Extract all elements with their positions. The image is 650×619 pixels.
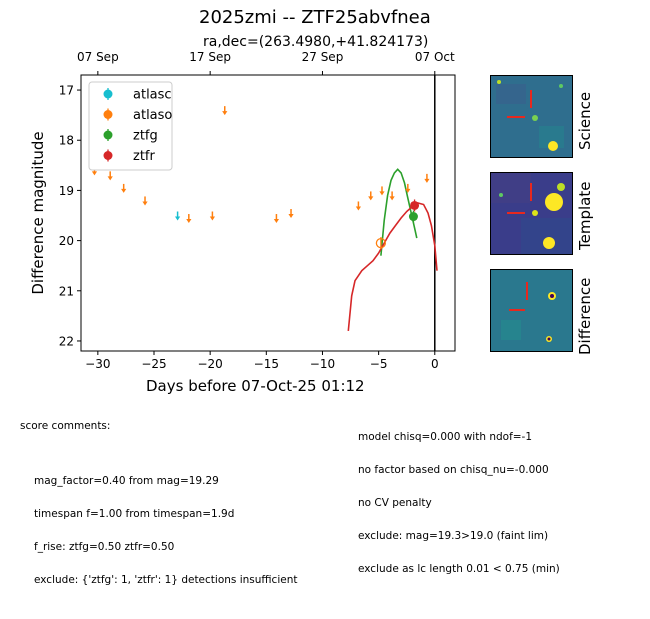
upper-limit-marker — [288, 209, 294, 218]
top-tick-label: 07 Oct — [415, 50, 455, 64]
score-comment-line: f_rise: ztfg=0.50 ztfr=0.50 — [34, 541, 175, 553]
science-stamp-image — [491, 76, 572, 157]
model-curve-ztfr — [347, 202, 438, 331]
difference-stamp-image — [491, 270, 572, 351]
x-tick-label: 0 — [431, 357, 439, 371]
upper-limit-marker — [379, 186, 385, 196]
template-stamp-label: Template — [576, 181, 594, 250]
template-stamp-image — [491, 173, 572, 254]
score-comments: score comments: mag_factor=0.40 from mag… — [20, 399, 297, 619]
upper-limit-marker — [273, 214, 280, 224]
score-comment-line: mag_factor=0.40 from mag=19.29 — [34, 475, 219, 487]
figure-title: 2025zmi -- ZTF25abvfnea — [199, 7, 431, 28]
y-tick-label: 20 — [59, 234, 74, 248]
upper-limit-marker — [107, 171, 113, 181]
top-tick-label: 27 Sep — [302, 50, 344, 64]
lightcurve-chart: −30 −25 −20 −15 −10 −5 0 17 18 19 20 21 22 07 Sep 17 S… — [29, 50, 456, 371]
x-tick-label: −15 — [254, 357, 279, 371]
x-tick-label: −10 — [310, 357, 335, 371]
score-comment-line: timespan f=1.00 from timespan=1.9d — [34, 508, 235, 520]
template-stamp — [490, 172, 573, 255]
legend-label: ztfg — [133, 129, 158, 144]
x-tick-label: −5 — [370, 357, 388, 371]
model-comment-line: exclude: mag=19.3>19.0 (faint lim) — [358, 530, 549, 542]
x-axis-label: Days before 07-Oct-25 01:12 — [146, 377, 365, 395]
upper-limit-marker — [121, 183, 127, 193]
upper-limit-marker — [405, 183, 411, 193]
legend-marker — [103, 130, 113, 140]
upper-limit-marker — [222, 106, 228, 116]
upper-limit-marker — [209, 211, 216, 221]
top-tick-label: 17 Sep — [189, 50, 231, 64]
upper-limit-marker — [389, 191, 395, 201]
difference-stamp-label: Difference — [576, 277, 594, 355]
top-tick-label: 07 Sep — [77, 50, 119, 64]
y-tick-label: 19 — [59, 184, 74, 198]
upper-limit-marker — [355, 201, 362, 211]
plot-frame — [80, 74, 456, 352]
model-comment-line: model chisq=0.000 with ndof=-1 — [358, 431, 533, 443]
legend-marker — [103, 151, 113, 160]
model-comment-line: exclude as lc length 0.01 < 0.75 (min) — [358, 563, 560, 575]
x-tick-label: −30 — [85, 357, 110, 371]
figure-subtitle: ra,dec=(263.4980,+41.824173) — [203, 34, 429, 50]
x-tick-label: −25 — [141, 357, 166, 371]
difference-stamp — [490, 269, 573, 352]
x-tick-label: −20 — [197, 357, 222, 371]
data-point-atlaso — [375, 237, 387, 249]
score-comment-line: exclude: {'ztfg': 1, 'ztfr': 1} detectio… — [34, 574, 298, 586]
legend-label: ztfr — [133, 149, 155, 164]
legend-label: atlasc — [133, 88, 172, 103]
data-point-ztfr — [410, 200, 420, 210]
y-tick-label: 17 — [59, 84, 74, 98]
legend-marker — [103, 110, 113, 119]
upper-limit-marker — [186, 214, 192, 224]
legend-marker — [103, 89, 113, 99]
upper-limit-marker — [424, 173, 430, 183]
upper-limit-marker — [174, 211, 181, 221]
model-comments: model chisq=0.000 with ndof=-1 no factor… — [358, 410, 560, 586]
science-stamp-label: Science — [576, 91, 594, 150]
y-axis-label: Difference magnitude — [29, 131, 47, 294]
model-comment-line: no factor based on chisq_nu=-0.000 — [358, 464, 549, 476]
upper-limit-marker — [142, 196, 148, 206]
upper-limit-marker — [368, 191, 374, 201]
science-stamp — [490, 75, 573, 158]
y-tick-label: 18 — [59, 134, 74, 148]
score-comments-header: score comments: — [20, 420, 111, 432]
y-tick-label: 22 — [59, 334, 74, 348]
legend-box — [88, 81, 173, 171]
data-point-ztfg — [408, 212, 418, 222]
legend-label: atlaso — [133, 108, 172, 123]
y-tick-label: 21 — [59, 284, 74, 298]
